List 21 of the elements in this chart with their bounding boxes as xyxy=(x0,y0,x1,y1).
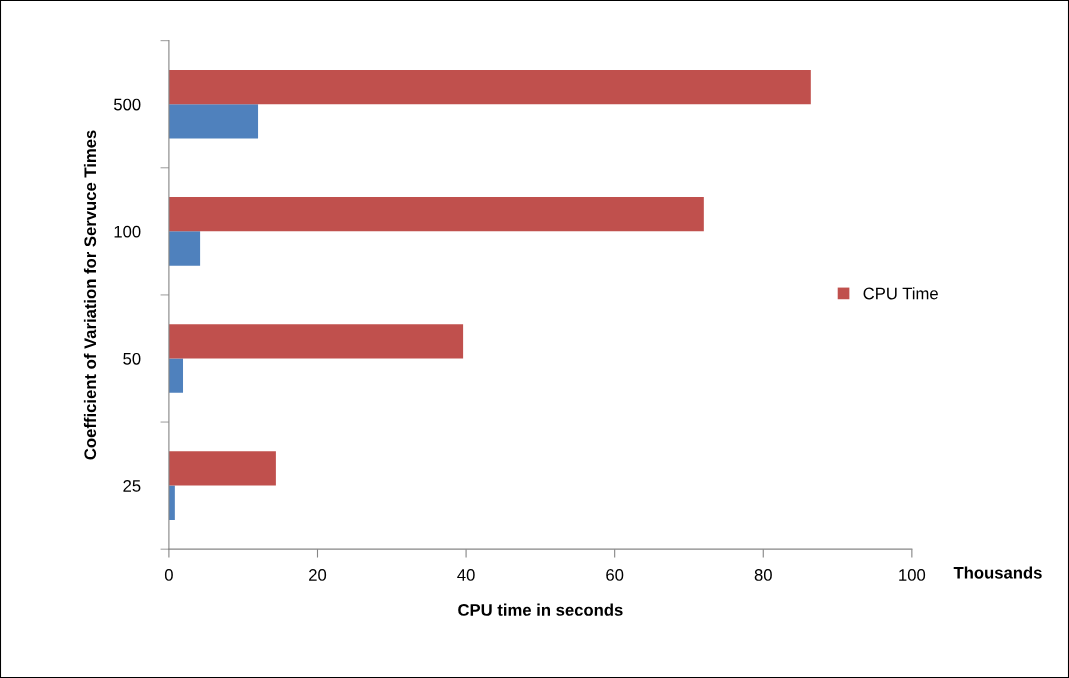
bar xyxy=(168,69,811,105)
legend-label: CPU Time xyxy=(863,287,938,300)
y-tick-label: 25 xyxy=(123,480,141,492)
y-tick-label: 500 xyxy=(113,98,141,111)
y-tick-label: 100 xyxy=(114,225,141,238)
bar xyxy=(168,231,201,266)
text: Thousands xyxy=(953,566,1042,579)
bar xyxy=(168,324,464,359)
x-tick-label: 40 xyxy=(457,569,475,581)
bar xyxy=(168,358,184,393)
y-axis-title: Coefficient of Variation for Servuce Times xyxy=(83,130,97,460)
y-tick-label: 50 xyxy=(123,352,141,365)
x-tick-label: 60 xyxy=(606,569,624,581)
x-tick-label: 80 xyxy=(754,569,772,581)
bar xyxy=(168,104,259,139)
x-tick-label: 20 xyxy=(309,569,327,581)
x-tick-label: 100 xyxy=(899,569,926,581)
x-axis-title: CPU time in seconds xyxy=(458,603,623,616)
x-tick-label: 0 xyxy=(164,569,173,581)
bar xyxy=(168,197,704,232)
bar xyxy=(168,451,276,486)
